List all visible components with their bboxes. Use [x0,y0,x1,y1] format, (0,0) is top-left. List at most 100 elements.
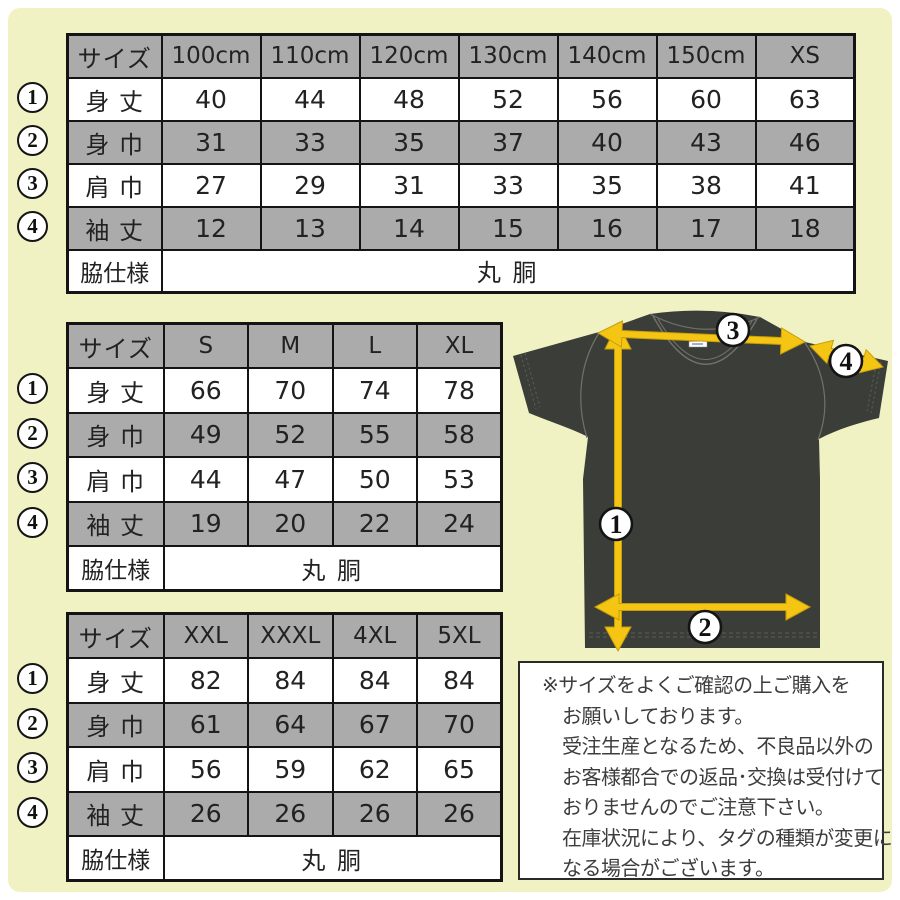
size-column-header: XL [416,322,503,369]
size-value: 33 [457,162,559,208]
measure-point-number-2: 2 [17,417,48,449]
size-value: 19 [162,500,249,547]
size-value: 44 [162,456,249,503]
svg-text:2: 2 [699,613,712,642]
size-value: 18 [754,205,856,251]
measure-row-label: 袖 丈 [66,205,163,251]
notice-box: ※サイズをよくご確認の上ご購入をお願いしております。受注生産となるため、不良品以… [518,661,893,880]
measure-point-number-3: 3 [17,168,48,199]
measure-point-number-3: 3 [17,752,48,784]
svg-text:1: 1 [610,510,623,539]
size-value: 65 [416,746,503,793]
size-value: 52 [247,411,334,458]
size-value: 31 [160,119,262,165]
svg-text:4: 4 [840,347,853,376]
size-value: 38 [655,162,757,208]
size-column-header: 130cm [457,33,559,79]
sleeve-stitches [520,352,882,414]
size-column-header: 150cm [655,33,757,79]
size-value: 70 [416,701,503,748]
size-value: 20 [247,500,334,547]
size-value: 63 [754,76,856,122]
size-column-header: L [331,322,418,369]
notice-line: おりませんのでご注意下さい。 [562,795,835,819]
measure-point-number-4: 4 [17,796,48,828]
size-value: 84 [416,657,503,704]
size-value: 52 [457,76,559,122]
size-column-header: XXXL [247,612,334,659]
size-table-big: サイズ XXL XXXL 4XL 5XL 身 丈 82 84 84 84 身 巾 61 64 67 70 肩 … [66,612,503,882]
size-value: 59 [247,746,334,793]
notice-line: 受注生産となるため、不良品以外の [562,734,874,758]
size-table-kids: サイズ 100cm 110cm 120cm 130cm 140cm 150cm XS 身 丈 40… [66,33,856,294]
size-value: 33 [259,119,361,165]
size-value: 49 [162,411,249,458]
size-value: 43 [655,119,757,165]
size-value: 35 [358,119,460,165]
shoulder-width-arrow [596,320,807,355]
size-value: 40 [160,76,262,122]
size-value: 67 [331,701,418,748]
notice-line: ※サイズをよくご確認の上ご購入を [542,673,851,697]
size-column-header: 140cm [556,33,658,79]
notice-line: 在庫状況により、タグの種類が変更に [562,825,893,850]
size-value: 53 [416,456,503,503]
size-table-adult-wrap: 1 2 3 4 サイズ S M L XL 身 丈 66 70 74 78 身 巾 49 52 55 58 肩 巾 44 4… [17,322,503,592]
size-value: 13 [259,205,361,251]
measure-point-number-1: 1 [17,82,48,113]
size-value: 66 [162,367,249,414]
size-column-header: S [162,322,249,369]
measure-row-label: 袖 丈 [66,790,165,837]
size-value: 60 [655,76,757,122]
size-column-header: 4XL [331,612,418,659]
size-value: 31 [358,162,460,208]
size-value: 24 [416,500,503,547]
side-spec-label: 脇仕様 [66,248,163,294]
measure-row-label: 身 丈 [66,367,165,414]
size-column-header: 120cm [358,33,460,79]
size-value: 64 [247,701,334,748]
size-value: 26 [416,790,503,837]
notice-line: お願いしております。 [562,703,754,728]
size-value: 27 [160,162,262,208]
measure-row-label: 身 巾 [66,411,165,458]
measure-point-number-2: 2 [17,125,48,156]
size-value: 29 [259,162,361,208]
size-table-corner-label: サイズ [66,33,163,79]
size-value: 50 [331,456,418,503]
size-value: 48 [358,76,460,122]
body-length-arrow [604,321,632,653]
diagram-number-4: 4 [828,343,864,379]
svg-text:3: 3 [727,316,740,345]
size-table-corner-label: サイズ [66,612,165,659]
size-column-header: 100cm [160,33,262,79]
size-value: 62 [331,746,418,793]
size-value: 58 [416,411,503,458]
size-value: 22 [331,500,418,547]
size-table-adult: サイズ S M L XL 身 丈 66 70 74 78 身 巾 49 52 55 58 肩 巾 44 47 50 5… [66,322,503,592]
collar-back-seam [649,313,761,330]
measure-row-label: 身 巾 [66,119,163,165]
size-column-header: M [247,322,334,369]
side-spec-value: 丸 胴 [162,545,503,592]
size-value: 44 [259,76,361,122]
notice-line: お客様都合での返品･交換は受付けて [562,764,884,789]
side-spec-value: 丸 胴 [160,248,856,294]
measure-row-label: 袖 丈 [66,500,165,547]
measure-row-label: 身 巾 [66,701,165,748]
side-spec-label: 脇仕様 [66,545,165,592]
notice-text: ※サイズをよくご確認の上ご購入をお願いしております。受注生産となるため、不良品以… [542,670,893,884]
size-value: 40 [556,119,658,165]
size-value: 74 [331,367,418,414]
size-column-header: 110cm [259,33,361,79]
size-table-corner-label: サイズ [66,322,165,369]
size-value: 70 [247,367,334,414]
size-value: 47 [247,456,334,503]
size-value: 14 [358,205,460,251]
measure-point-number-3: 3 [17,462,48,494]
left-armhole-seam [580,332,600,439]
size-value: 82 [162,657,249,704]
tshirt-silhouette [513,310,888,648]
size-column-header: XS [754,33,856,79]
